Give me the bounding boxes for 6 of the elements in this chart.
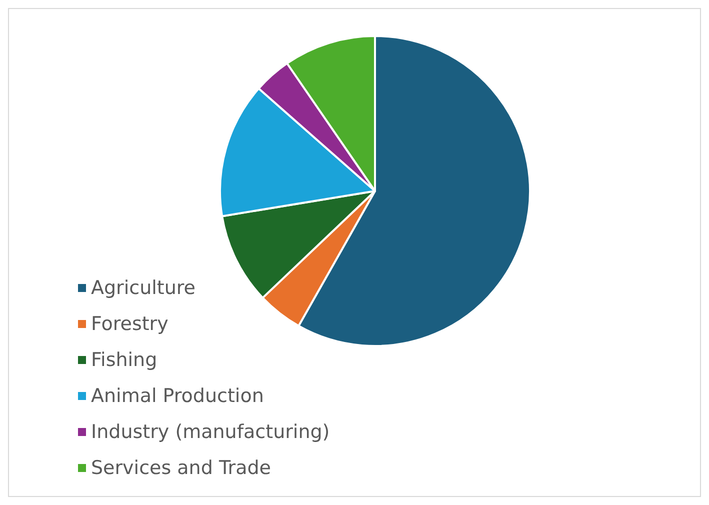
legend-label: Agriculture	[91, 277, 196, 299]
legend-label: Fishing	[91, 349, 158, 371]
legend-label: Animal Production	[91, 385, 264, 407]
legend-label: Industry (manufacturing)	[91, 421, 330, 443]
legend-label: Services and Trade	[91, 457, 271, 479]
legend-label: Forestry	[91, 313, 168, 335]
